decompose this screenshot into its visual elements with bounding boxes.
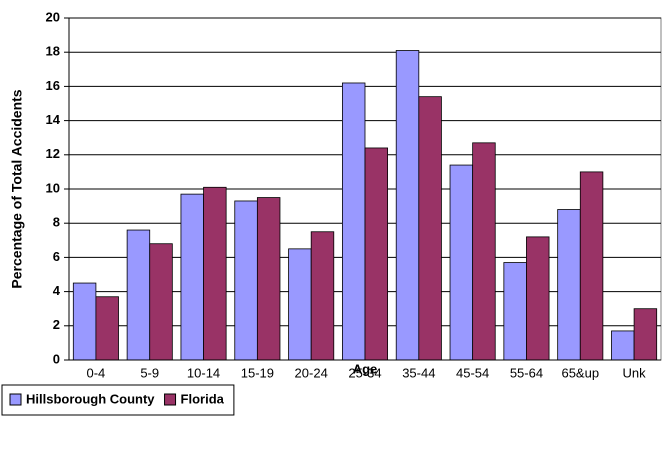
y-tick-label: 10 (46, 180, 60, 195)
x-tick-label: 15-19 (241, 365, 274, 380)
x-tick-label: 35-44 (402, 365, 435, 380)
y-tick-label: 16 (46, 78, 60, 93)
x-tick-label: 45-54 (456, 365, 489, 380)
bar (364, 147, 389, 361)
legend-label: Hillsborough County (26, 391, 155, 406)
bar (395, 50, 420, 361)
bar (503, 262, 527, 361)
y-tick-label: 4 (53, 283, 61, 298)
bar (95, 296, 119, 361)
x-tick-label: 0-4 (87, 365, 106, 380)
bar (203, 186, 227, 361)
legend (1, 384, 235, 416)
y-tick-label: 6 (53, 249, 60, 264)
y-axis-title: Percentage of Total Accidents (9, 89, 25, 288)
y-tick-label: 20 (46, 9, 60, 24)
x-tick-label: 10-14 (187, 365, 220, 380)
bar (633, 308, 658, 361)
bar (611, 330, 635, 361)
bar (256, 197, 281, 361)
bar (288, 248, 312, 361)
x-axis-title: Age (353, 361, 378, 376)
y-tick-label: 2 (53, 317, 60, 332)
bar (557, 209, 581, 361)
bar (72, 282, 97, 361)
bar (341, 82, 366, 361)
x-tick-label: 20-24 (295, 365, 328, 380)
y-tick-label: 8 (53, 215, 60, 230)
bar (579, 171, 604, 361)
bar (180, 193, 204, 361)
x-tick-label: 25-34 (348, 365, 381, 380)
bar (418, 96, 442, 361)
y-tick-label: 14 (46, 112, 61, 127)
bar (234, 200, 258, 361)
legend-swatch (9, 393, 22, 406)
bar (472, 142, 496, 361)
bar (126, 229, 151, 361)
bar (449, 164, 474, 361)
x-tick-label: 55-64 (510, 365, 543, 380)
y-tick-label: 18 (46, 44, 60, 59)
bar (149, 243, 173, 361)
legend-swatch (164, 393, 177, 406)
x-tick-label: Unk (623, 365, 647, 380)
bar (310, 231, 335, 361)
legend-label: Florida (181, 391, 225, 406)
bar (526, 236, 550, 361)
y-tick-label: 0 (53, 351, 60, 366)
x-tick-label: 65&up (561, 365, 599, 380)
x-tick-label: 5-9 (140, 365, 159, 380)
y-tick-label: 12 (46, 146, 60, 161)
